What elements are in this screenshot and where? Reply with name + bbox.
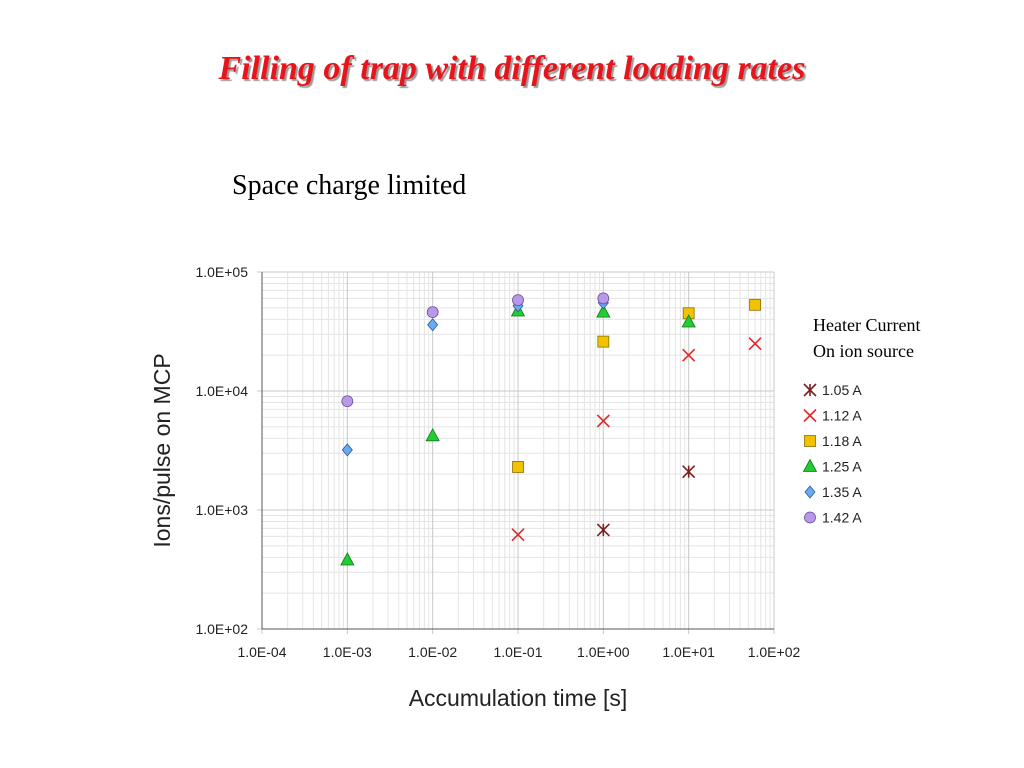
slide-title: Filling of trap with different loading r… bbox=[218, 50, 806, 87]
legend-caption: Heater Current On ion source bbox=[813, 312, 920, 364]
x-tick-label: 1.0E+01 bbox=[662, 644, 715, 660]
x-tick-label: 1.0E+00 bbox=[577, 644, 630, 660]
data-point bbox=[681, 314, 696, 328]
data-point bbox=[748, 337, 762, 351]
legend-label: 1.18 A bbox=[822, 433, 862, 449]
x-tick-label: 1.0E+02 bbox=[748, 644, 801, 660]
legend-caption-line-1: Heater Current bbox=[813, 315, 921, 335]
y-tick-label: 1.0E+04 bbox=[195, 383, 248, 399]
x-axis-title: Accumulation time [s] bbox=[409, 685, 628, 711]
x-tick-label: 1.0E-03 bbox=[323, 644, 372, 660]
legend-marker bbox=[803, 383, 817, 397]
y-tick-label: 1.0E+02 bbox=[195, 621, 248, 637]
legend-marker bbox=[802, 458, 818, 472]
legend-caption-line-2: On ion source bbox=[813, 341, 914, 361]
data-point bbox=[596, 414, 610, 428]
legend-marker bbox=[803, 408, 817, 423]
data-point bbox=[341, 443, 353, 457]
data-point bbox=[682, 465, 696, 479]
y-axis-title: Ions/pulse on MCP bbox=[149, 353, 175, 547]
legend-marker bbox=[804, 435, 816, 447]
data-point bbox=[749, 298, 761, 311]
legend-label: 1.42 A bbox=[822, 510, 862, 526]
legend-marker bbox=[804, 485, 816, 499]
data-point bbox=[512, 461, 524, 473]
data-point bbox=[425, 427, 440, 442]
data-point bbox=[596, 523, 610, 537]
legend-marker bbox=[804, 511, 816, 524]
data-point bbox=[340, 552, 355, 566]
x-tick-label: 1.0E-02 bbox=[408, 644, 457, 660]
x-tick-label: 1.0E-04 bbox=[237, 644, 286, 660]
legend-label: 1.35 A bbox=[822, 484, 862, 500]
chart-subtitle: Space charge limited bbox=[232, 170, 467, 201]
legend-label: 1.12 A bbox=[822, 408, 862, 424]
data-point bbox=[597, 292, 610, 305]
data-point bbox=[341, 395, 354, 408]
data-point bbox=[596, 304, 611, 318]
data-point bbox=[427, 318, 439, 332]
x-tick-label: 1.0E-01 bbox=[493, 644, 542, 660]
y-tick-label: 1.0E+05 bbox=[195, 264, 248, 280]
data-point bbox=[512, 294, 524, 307]
data-point bbox=[682, 348, 696, 362]
data-point bbox=[597, 335, 610, 348]
legend-label: 1.05 A bbox=[822, 382, 862, 398]
data-point bbox=[426, 306, 439, 319]
legend-label: 1.25 A bbox=[822, 459, 862, 475]
y-tick-label: 1.0E+03 bbox=[195, 502, 248, 518]
data-point bbox=[511, 528, 525, 542]
